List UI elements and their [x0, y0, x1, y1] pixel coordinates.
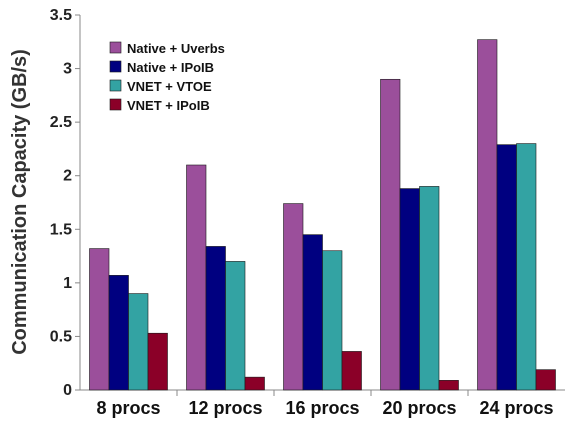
bar: [477, 39, 498, 391]
x-tick-label: 8 procs: [96, 398, 160, 418]
bar: [89, 248, 110, 391]
legend-label: VNET + VTOE: [127, 79, 212, 94]
x-tick-label: 24 procs: [479, 398, 553, 418]
legend-label: Native + Uverbs: [127, 41, 225, 56]
legend-swatch: [109, 41, 122, 54]
bar: [186, 164, 207, 391]
y-tick-label: 2: [63, 168, 72, 185]
y-tick-label: 2.5: [50, 114, 72, 131]
plot-area: 0 0.5 1 1.5 2 2.5 3 3.5 8 procs 12 procs 16 procs 2…: [50, 7, 565, 418]
bar: [341, 351, 362, 391]
bar: [108, 275, 129, 391]
bar: [128, 293, 149, 391]
bar: [399, 188, 420, 391]
legend-label: VNET + IPoIB: [127, 98, 210, 113]
x-tick-label: 16 procs: [285, 398, 359, 418]
x-tick-label: 12 procs: [188, 398, 262, 418]
y-tick-label: 3: [63, 61, 72, 78]
bar: [283, 203, 304, 391]
bar: [535, 369, 556, 391]
legend-swatch: [109, 60, 122, 73]
bar: [302, 234, 323, 391]
legend-swatch: [109, 79, 122, 92]
legend-swatch: [109, 98, 122, 111]
y-axis-label: Communication Capacity (GB/s): [9, 49, 31, 355]
y-tick-label: 0.5: [50, 328, 72, 345]
bar: [438, 380, 459, 391]
y-tick-label: 1.5: [50, 221, 72, 238]
bar: [419, 186, 440, 391]
bar: [380, 78, 401, 391]
bar: [322, 250, 343, 391]
legend: Native + Uverbs Native + IPoIB VNET + VTOE…: [109, 41, 225, 113]
bar: [244, 376, 265, 391]
y-tick-label: 0: [63, 382, 72, 399]
legend-label: Native + IPoIB: [127, 60, 214, 75]
y-tick-label: 3.5: [50, 7, 72, 24]
bar: [147, 332, 168, 391]
bar: [205, 246, 226, 391]
y-tick-label: 1: [63, 275, 72, 292]
x-tick-label: 20 procs: [382, 398, 456, 418]
bar: [516, 143, 537, 391]
bar: [496, 144, 517, 391]
bar: [225, 261, 246, 391]
